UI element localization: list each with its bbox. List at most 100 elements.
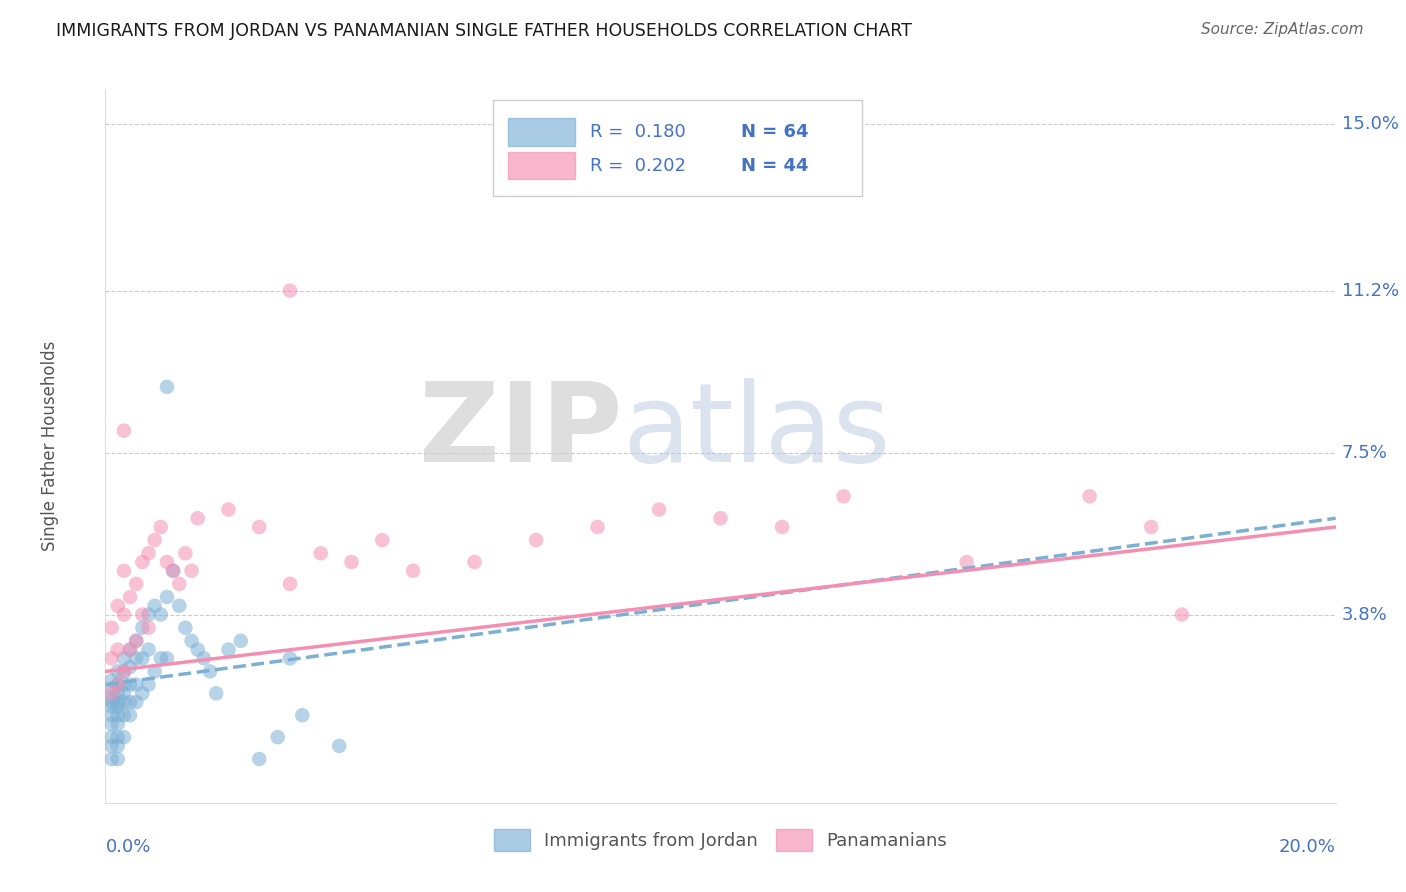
Point [131, 686, 153, 700]
Point [267, 730, 290, 744]
Point [218, 642, 240, 657]
Point [149, 520, 172, 534]
Point [100, 673, 122, 688]
Point [107, 686, 129, 700]
Point [100, 752, 122, 766]
Point [143, 665, 166, 679]
Point [138, 621, 160, 635]
Text: 3.8%: 3.8% [1341, 606, 1388, 624]
Point [710, 511, 733, 525]
Text: 11.2%: 11.2% [1341, 282, 1399, 300]
Point [107, 695, 129, 709]
Point [1171, 607, 1194, 622]
Point [832, 489, 855, 503]
Point [107, 599, 129, 613]
Bar [508, 119, 575, 145]
Point [169, 577, 191, 591]
Text: 20.0%: 20.0% [1279, 838, 1336, 856]
Point [100, 681, 122, 696]
Point [100, 651, 122, 665]
Point [138, 677, 160, 691]
Point [586, 520, 609, 534]
Text: 15.0%: 15.0% [1341, 115, 1399, 133]
Point [100, 730, 122, 744]
Point [125, 695, 148, 709]
Point [770, 520, 793, 534]
Point [156, 380, 179, 394]
Point [278, 284, 301, 298]
Point [402, 564, 425, 578]
Point [956, 555, 979, 569]
Point [131, 607, 153, 622]
Text: ZIP: ZIP [419, 378, 621, 485]
Point [120, 642, 141, 657]
Point [156, 590, 179, 604]
Point [291, 708, 314, 723]
Point [309, 546, 332, 560]
Point [107, 642, 129, 657]
Point [138, 642, 160, 657]
Text: R =  0.180: R = 0.180 [591, 123, 686, 141]
Point [100, 717, 122, 731]
Point [100, 686, 122, 700]
Point [247, 520, 270, 534]
Point [464, 555, 486, 569]
Point [112, 730, 135, 744]
Point [156, 555, 179, 569]
Point [107, 699, 129, 714]
Point [112, 424, 135, 438]
Point [169, 599, 191, 613]
Text: R =  0.202: R = 0.202 [591, 157, 686, 175]
Point [278, 651, 301, 665]
Point [112, 686, 135, 700]
Point [120, 695, 141, 709]
Text: atlas: atlas [621, 378, 890, 485]
Point [120, 660, 141, 674]
Point [187, 511, 209, 525]
Point [149, 651, 172, 665]
Point [107, 665, 129, 679]
Point [131, 651, 153, 665]
Point [205, 686, 228, 700]
Point [162, 564, 184, 578]
Point [100, 739, 122, 753]
Text: IMMIGRANTS FROM JORDAN VS PANAMANIAN SINGLE FATHER HOUSEHOLDS CORRELATION CHART: IMMIGRANTS FROM JORDAN VS PANAMANIAN SIN… [56, 22, 912, 40]
Point [174, 621, 197, 635]
Text: 7.5%: 7.5% [1341, 443, 1388, 461]
Point [125, 633, 148, 648]
Point [107, 717, 129, 731]
Point [180, 564, 202, 578]
Text: 0.0%: 0.0% [105, 838, 150, 856]
Point [100, 699, 122, 714]
Point [107, 677, 129, 691]
Point [143, 533, 166, 548]
Point [648, 502, 671, 516]
Point [524, 533, 547, 548]
Point [138, 546, 160, 560]
Point [328, 739, 350, 753]
Point [278, 577, 301, 591]
Point [100, 690, 122, 705]
Point [340, 555, 363, 569]
Point [193, 651, 215, 665]
Point [162, 564, 184, 578]
Point [1078, 489, 1101, 503]
Point [107, 739, 129, 753]
Text: N = 44: N = 44 [741, 157, 808, 175]
Point [120, 590, 141, 604]
Point [112, 695, 135, 709]
Point [1140, 520, 1163, 534]
Point [125, 651, 148, 665]
Point [120, 708, 141, 723]
Point [125, 633, 148, 648]
Point [131, 555, 153, 569]
Point [112, 665, 135, 679]
Text: Single Father Households: Single Father Households [41, 341, 59, 551]
Point [125, 577, 148, 591]
FancyBboxPatch shape [494, 100, 862, 196]
Legend: Immigrants from Jordan, Panamanians: Immigrants from Jordan, Panamanians [486, 822, 955, 858]
Point [112, 665, 135, 679]
Point [112, 607, 135, 622]
Point [174, 546, 197, 560]
Point [218, 502, 240, 516]
